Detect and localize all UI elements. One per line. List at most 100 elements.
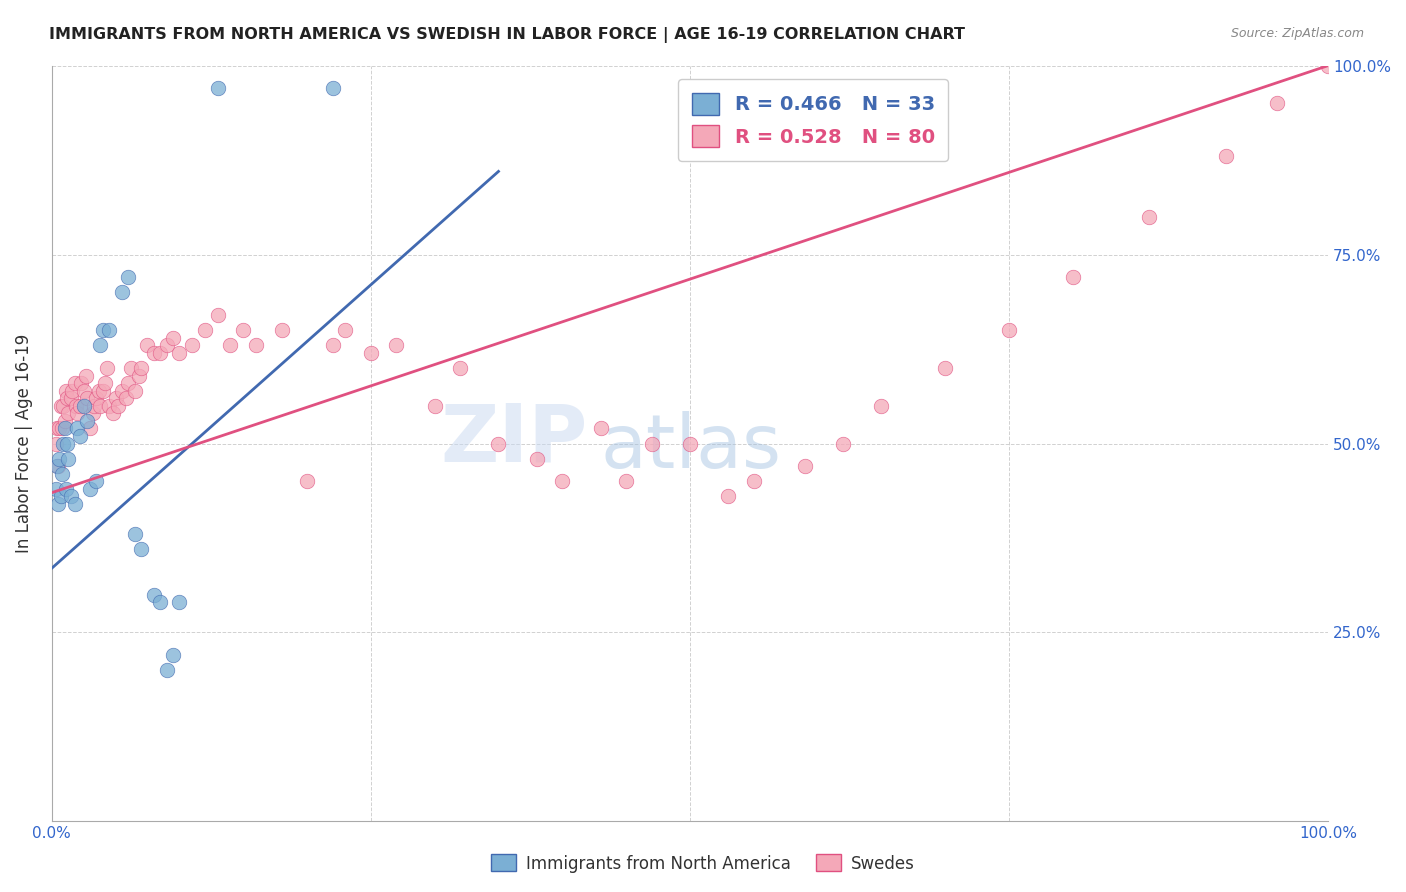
Point <box>45 421 67 435</box>
Legend: Immigrants from North America, Swedes: Immigrants from North America, Swedes <box>485 847 921 880</box>
Point <box>45 436 67 450</box>
Point <box>128 368 150 383</box>
Point <box>53 421 76 435</box>
Point <box>1317 59 1340 73</box>
Point <box>59 490 82 504</box>
Point <box>46 497 69 511</box>
Point <box>69 399 91 413</box>
Point <box>640 436 662 450</box>
Point <box>488 436 510 450</box>
Point <box>76 391 98 405</box>
Point <box>219 338 242 352</box>
Point <box>1215 149 1237 163</box>
Point <box>136 338 159 352</box>
Point <box>66 406 89 420</box>
Point <box>449 360 471 375</box>
Point <box>89 338 111 352</box>
Point <box>156 663 179 677</box>
Point <box>49 399 72 413</box>
Point <box>717 490 740 504</box>
Point <box>63 376 86 390</box>
Point <box>998 323 1021 337</box>
Point <box>91 384 114 398</box>
Point <box>793 459 815 474</box>
Point <box>870 399 893 413</box>
Point <box>156 338 179 352</box>
Point <box>73 384 96 398</box>
Point <box>58 406 80 420</box>
Point <box>69 429 91 443</box>
Point <box>124 527 146 541</box>
Point <box>96 360 118 375</box>
Point <box>49 490 72 504</box>
Point <box>589 421 612 435</box>
Point <box>1265 96 1288 111</box>
Point <box>169 346 191 360</box>
Point <box>129 542 152 557</box>
Point <box>129 360 152 375</box>
Text: IMMIGRANTS FROM NORTH AMERICA VS SWEDISH IN LABOR FORCE | AGE 16-19 CORRELATION : IMMIGRANTS FROM NORTH AMERICA VS SWEDISH… <box>49 27 965 43</box>
Point <box>65 399 87 413</box>
Point <box>45 482 67 496</box>
Point <box>101 406 124 420</box>
Point <box>142 588 165 602</box>
Point <box>66 421 89 435</box>
Point <box>91 323 114 337</box>
Point <box>181 338 204 352</box>
Point <box>124 384 146 398</box>
Point <box>1062 270 1084 285</box>
Point <box>79 482 101 496</box>
Point <box>56 436 79 450</box>
Point <box>322 81 344 95</box>
Point <box>169 595 191 609</box>
Point <box>46 459 69 474</box>
Point <box>60 384 83 398</box>
Point <box>83 399 105 413</box>
Point <box>114 391 136 405</box>
Point <box>107 399 129 413</box>
Point <box>104 391 127 405</box>
Point <box>832 436 855 450</box>
Point <box>360 346 382 360</box>
Point <box>335 323 357 337</box>
Point <box>194 323 217 337</box>
Point <box>1139 210 1161 224</box>
Point <box>111 384 134 398</box>
Point <box>53 414 76 428</box>
Point <box>322 338 344 352</box>
Point <box>117 376 139 390</box>
Point <box>75 368 97 383</box>
Point <box>86 391 108 405</box>
Point <box>89 399 111 413</box>
Point <box>120 360 142 375</box>
Point <box>86 475 108 489</box>
Point <box>207 81 229 95</box>
Point <box>98 399 121 413</box>
Point <box>63 497 86 511</box>
Point <box>52 399 75 413</box>
Point <box>79 421 101 435</box>
Point <box>270 323 292 337</box>
Y-axis label: In Labor Force | Age 16-19: In Labor Force | Age 16-19 <box>15 334 32 553</box>
Point <box>56 391 79 405</box>
Point <box>51 421 73 435</box>
Point <box>934 360 956 375</box>
Point <box>142 346 165 360</box>
Point <box>423 399 446 413</box>
Point <box>70 376 93 390</box>
Point <box>614 475 637 489</box>
Point <box>117 270 139 285</box>
Point <box>48 451 70 466</box>
Point <box>162 648 184 662</box>
Point <box>295 475 318 489</box>
Point <box>52 436 75 450</box>
Point <box>98 323 121 337</box>
Point <box>51 467 73 481</box>
Point <box>245 338 267 352</box>
Point <box>55 482 77 496</box>
Point <box>551 475 574 489</box>
Text: Source: ZipAtlas.com: Source: ZipAtlas.com <box>1230 27 1364 40</box>
Point <box>149 346 172 360</box>
Point <box>162 331 184 345</box>
Point <box>55 384 77 398</box>
